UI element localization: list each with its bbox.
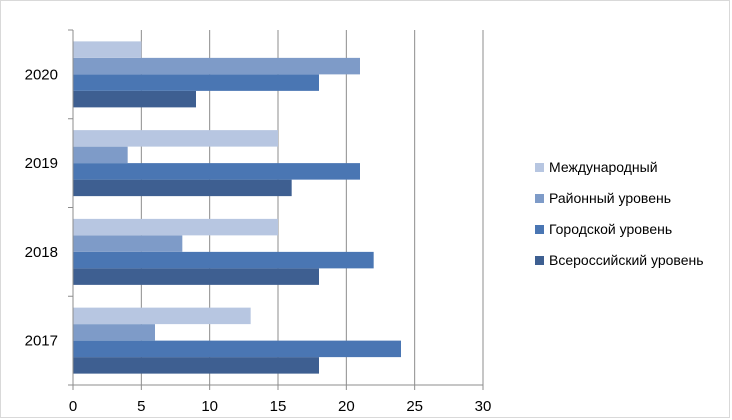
bar: [73, 146, 128, 164]
bar: [73, 130, 278, 147]
y-tick-label: 2020: [25, 66, 58, 83]
bar: [73, 268, 319, 285]
x-tick-label: 10: [201, 398, 218, 415]
bar: [73, 357, 319, 374]
legend-swatch: [535, 163, 544, 172]
bar: [73, 57, 360, 75]
legend-swatch: [535, 194, 544, 203]
bar: [73, 74, 319, 91]
x-tick-label: 30: [475, 398, 492, 415]
y-tick-label: 2019: [25, 155, 58, 172]
legend-swatch: [535, 256, 544, 265]
legend-swatch: [535, 225, 544, 234]
legend-label: Районный уровень: [549, 190, 671, 206]
bar: [73, 90, 196, 108]
bar: [73, 163, 360, 180]
bar: [73, 235, 183, 252]
x-tick-label: 0: [69, 398, 77, 415]
x-tick-label: 5: [137, 398, 145, 415]
bar: [73, 218, 278, 236]
x-tick-label: 25: [406, 398, 423, 415]
legend-label: Всероссийский уровень: [549, 252, 704, 268]
y-tick-label: 2017: [25, 333, 58, 350]
legend-label: Международный: [549, 159, 658, 175]
x-tick-label: 20: [338, 398, 355, 415]
bar: [73, 340, 401, 358]
bar: [73, 251, 374, 269]
legend-label: Городской уровень: [549, 221, 672, 237]
bar: [73, 179, 292, 197]
bar: [73, 324, 155, 341]
x-tick-label: 15: [270, 398, 287, 415]
bar: [73, 307, 251, 325]
bar: [73, 41, 142, 58]
y-tick-label: 2018: [25, 244, 58, 261]
